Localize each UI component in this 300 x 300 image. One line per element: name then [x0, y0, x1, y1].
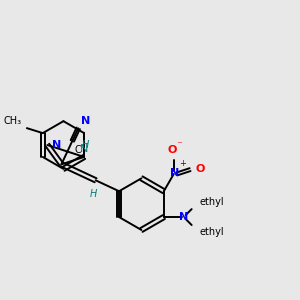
Text: N: N: [52, 140, 62, 150]
Text: C: C: [74, 145, 81, 155]
Text: H: H: [90, 189, 97, 199]
Text: +: +: [179, 159, 186, 168]
Text: N: N: [80, 144, 88, 154]
Text: ethyl: ethyl: [200, 197, 224, 207]
Text: H: H: [81, 140, 89, 150]
Text: N: N: [179, 212, 188, 222]
Text: O: O: [167, 145, 176, 155]
Text: N: N: [81, 116, 90, 126]
Text: ethyl: ethyl: [200, 227, 224, 237]
Text: N: N: [170, 168, 179, 178]
Text: O: O: [195, 164, 204, 174]
Text: CH₃: CH₃: [4, 116, 22, 126]
Text: ⁻: ⁻: [177, 140, 183, 150]
